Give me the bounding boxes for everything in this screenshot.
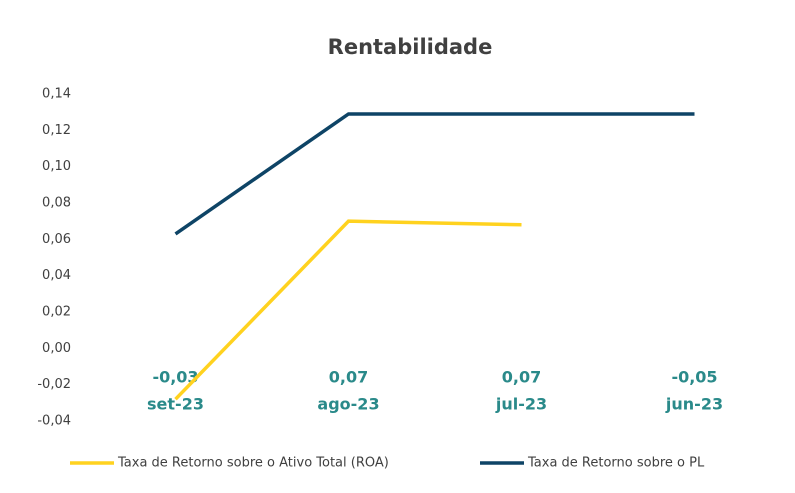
annotation: 0,07 bbox=[329, 368, 368, 387]
series-line bbox=[174, 219, 522, 401]
y-tick-label: 0,10 bbox=[42, 159, 71, 174]
annotation: -0,05 bbox=[671, 368, 717, 387]
legend-label: Taxa de Retorno sobre o PL bbox=[527, 456, 705, 471]
y-tick-label: -0,02 bbox=[37, 377, 71, 392]
y-tick-label: 0,02 bbox=[42, 305, 71, 320]
y-tick-label: 0,00 bbox=[42, 341, 71, 356]
legend-label: Taxa de Retorno sobre o Ativo Total (ROA… bbox=[117, 456, 389, 471]
y-tick-label: 0,04 bbox=[42, 268, 71, 283]
x-tick-label: jul-23 bbox=[495, 395, 547, 414]
x-tick-label: jun-23 bbox=[665, 395, 723, 414]
annotation: -0,03 bbox=[152, 368, 198, 387]
y-tick-label: 0,08 bbox=[42, 196, 71, 211]
y-tick-label: 0,12 bbox=[42, 123, 71, 138]
chart-title: Rentabilidade bbox=[328, 35, 493, 59]
y-tick-label: -0,04 bbox=[37, 414, 71, 429]
series-line bbox=[174, 112, 695, 236]
x-tick-label: set-23 bbox=[147, 395, 204, 414]
y-tick-label: 0,14 bbox=[42, 87, 71, 102]
y-tick-label: 0,06 bbox=[42, 232, 71, 247]
annotation: 0,07 bbox=[502, 368, 541, 387]
x-tick-label: ago-23 bbox=[317, 395, 379, 414]
